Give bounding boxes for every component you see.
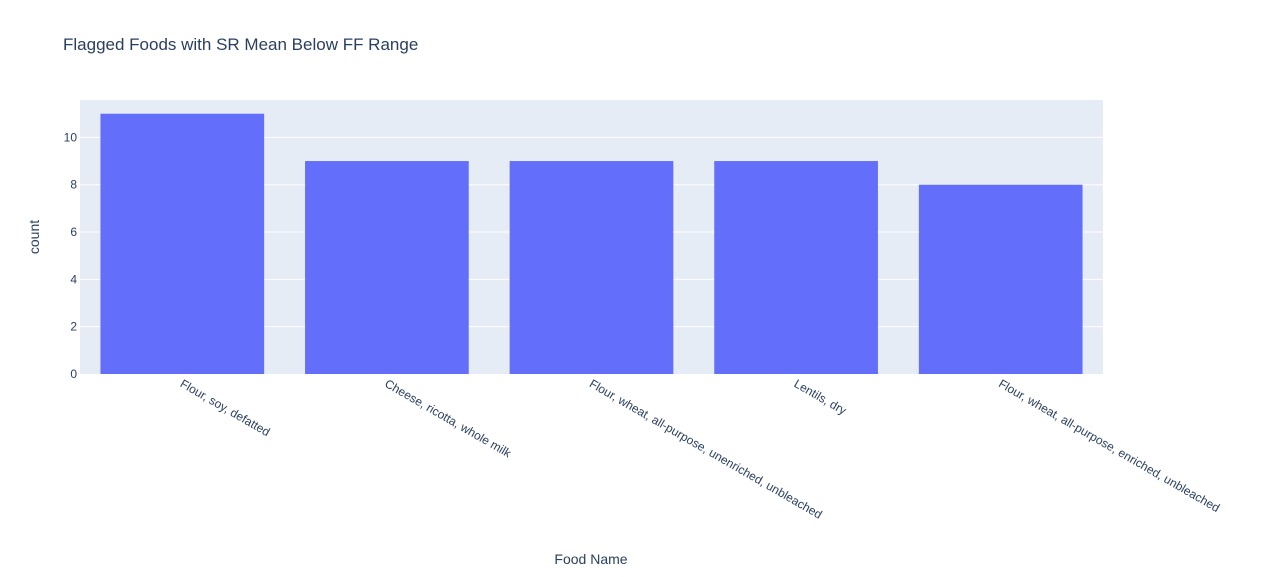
x-tick-label: Flour, wheat, all-purpose, enriched, unb… <box>996 376 1222 515</box>
y-axis-title: count <box>26 220 42 254</box>
y-tick-label: 4 <box>70 272 77 286</box>
bars <box>100 113 1083 374</box>
y-tick-label: 2 <box>70 320 77 334</box>
x-tick-label: Lentils, dry <box>792 376 849 417</box>
y-tick-labels: 0 2 4 6 8 10 <box>64 130 78 381</box>
bar <box>100 113 265 374</box>
bar <box>714 161 878 374</box>
bar <box>509 161 674 374</box>
y-tick-label: 6 <box>70 225 77 239</box>
x-tick-label: Flour, wheat, all-purpose, unenriched, u… <box>587 376 825 521</box>
y-tick-label: 8 <box>70 178 77 192</box>
bar <box>305 161 469 374</box>
chart-title: Flagged Foods with SR Mean Below FF Rang… <box>63 35 418 54</box>
y-tick-label: 0 <box>70 367 77 381</box>
bar <box>918 184 1083 374</box>
y-tick-label: 10 <box>64 130 78 144</box>
x-axis-title: Food Name <box>554 551 627 567</box>
x-tick-label: Flour, soy, defatted <box>178 376 273 439</box>
x-tick-labels: Flour, soy, defatted Cheese, ricotta, who… <box>178 376 1222 521</box>
x-tick-label: Cheese, ricotta, whole milk <box>382 376 514 460</box>
